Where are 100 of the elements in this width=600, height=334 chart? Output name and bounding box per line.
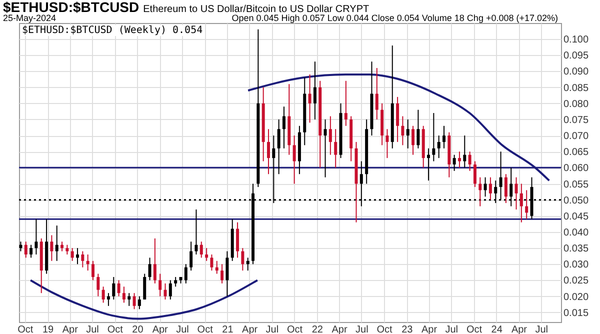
- candlestick: [282, 106, 286, 149]
- candlestick: [220, 264, 224, 284]
- x-tick-label: Oct: [107, 324, 124, 334]
- x-tick-label: Oct: [197, 324, 214, 334]
- candlestick: [158, 273, 162, 297]
- candlestick: [525, 190, 528, 220]
- candlestick: [210, 254, 214, 272]
- x-tick-label: Jul: [356, 324, 368, 334]
- candlestick: [19, 241, 22, 252]
- x-tick-label: 20: [132, 324, 144, 334]
- candlestick: [132, 292, 136, 310]
- x-tick-label: Jul: [86, 324, 99, 334]
- candlestick: [164, 282, 167, 300]
- candlestick: [442, 125, 446, 149]
- candlestick: [427, 148, 430, 182]
- candlestick: [184, 264, 188, 284]
- candlestick: [81, 250, 84, 268]
- candlestick: [478, 176, 482, 207]
- candlestick: [266, 128, 270, 175]
- candlestick: [226, 250, 229, 297]
- candlestick: [437, 135, 440, 159]
- x-tick-label: Jul: [266, 324, 279, 334]
- y-tick-label: 0.030: [564, 260, 589, 271]
- candlestick: [463, 135, 466, 168]
- candlestick: [106, 292, 110, 306]
- candlestick: [416, 109, 420, 149]
- candlestick: [375, 68, 378, 120]
- candlestick: [66, 244, 69, 255]
- y-tick-label: 0.075: [564, 114, 589, 126]
- candlestick: [200, 241, 203, 258]
- y-tick-label: 0.020: [564, 292, 589, 303]
- candlestick: [96, 273, 100, 297]
- x-tick-label: 24: [491, 324, 503, 334]
- candlestick: [76, 248, 79, 265]
- candlestick: [91, 260, 94, 281]
- candlestick: [504, 174, 508, 204]
- candlestick: [55, 225, 58, 262]
- candlestick: [117, 280, 120, 297]
- y-tick-label: 0.090: [564, 66, 589, 78]
- y-tick-label: 0.065: [564, 147, 589, 158]
- candlestick: [102, 286, 105, 304]
- candlestick: [50, 234, 54, 262]
- candlestick: [458, 151, 461, 168]
- candlestick: [386, 128, 389, 159]
- y-tick-label: 0.015: [564, 308, 589, 319]
- candlestick: [153, 238, 156, 284]
- chart-title: $ETHUSD:$BTCUSD: [3, 0, 140, 15]
- candlestick: [292, 135, 296, 184]
- y-tick-label: 0.040: [564, 227, 589, 238]
- text: 25-May-2024: [3, 13, 56, 23]
- y-tick-label: 0.035: [564, 244, 589, 255]
- x-tick-label: 23: [402, 324, 414, 334]
- y-tick-label: 0.095: [564, 50, 589, 62]
- text: Open 0.045 High 0.057 Low 0.044 Close 0.054 Volume 18 Chg +0.008 (+17.02%): [232, 13, 558, 23]
- x-tick-label: Jul: [535, 324, 548, 334]
- x-tick-label: Oct: [287, 324, 303, 334]
- x-tick-label: Oct: [376, 324, 393, 334]
- y-tick-label: 0.070: [564, 131, 589, 142]
- candlestick: [194, 208, 198, 255]
- x-tick-label: Jul: [445, 324, 458, 334]
- candlestick: [70, 248, 74, 262]
- annotation: $ETHUSD:$BTCUSD (Weekly) 0.054: [20, 25, 205, 36]
- candlestick: [148, 257, 152, 281]
- candlestick: [473, 160, 476, 188]
- candlestick: [401, 116, 404, 146]
- candlestick: [86, 254, 90, 272]
- candlestick: [328, 116, 332, 156]
- x-tick-label: 22: [312, 324, 324, 334]
- candlestick: [24, 241, 28, 258]
- candlestick: [30, 244, 33, 258]
- candlestick: [396, 96, 400, 142]
- candlestick: [241, 248, 244, 272]
- y-tick-label: 0.060: [564, 163, 589, 174]
- candlestick: [313, 61, 316, 120]
- candlestick: [406, 118, 410, 149]
- candlestick: [488, 176, 492, 200]
- candlestick: [34, 218, 38, 255]
- y-tick-label: 0.050: [564, 195, 589, 206]
- candlestick: [60, 241, 64, 252]
- candlestick: [236, 222, 240, 258]
- candlestick: [190, 241, 193, 272]
- candlestick: [128, 292, 131, 306]
- candlestick: [520, 183, 523, 223]
- candlestick: [122, 286, 126, 304]
- candlestick: [205, 248, 208, 262]
- y-tick-label: 0.085: [564, 82, 589, 94]
- candlestick: [174, 276, 178, 288]
- candlestick: [246, 257, 250, 272]
- y-tick-label: 0.080: [564, 98, 589, 110]
- x-tick-label: 21: [222, 324, 234, 334]
- chart-subtitle: Ethereum to US Dollar/Bitcoin to US Dollar CRYPT: [143, 4, 370, 15]
- candlestick: [168, 280, 172, 300]
- y-tick-label: 0.055: [564, 179, 589, 190]
- candlestick: [344, 80, 348, 126]
- candlestick: [143, 273, 146, 300]
- x-tick-label: Oct: [18, 324, 34, 334]
- y-tick-label: 0.025: [564, 276, 589, 287]
- candlestick: [334, 128, 338, 168]
- candlestick: [324, 118, 327, 178]
- line-series: [30, 279, 258, 320]
